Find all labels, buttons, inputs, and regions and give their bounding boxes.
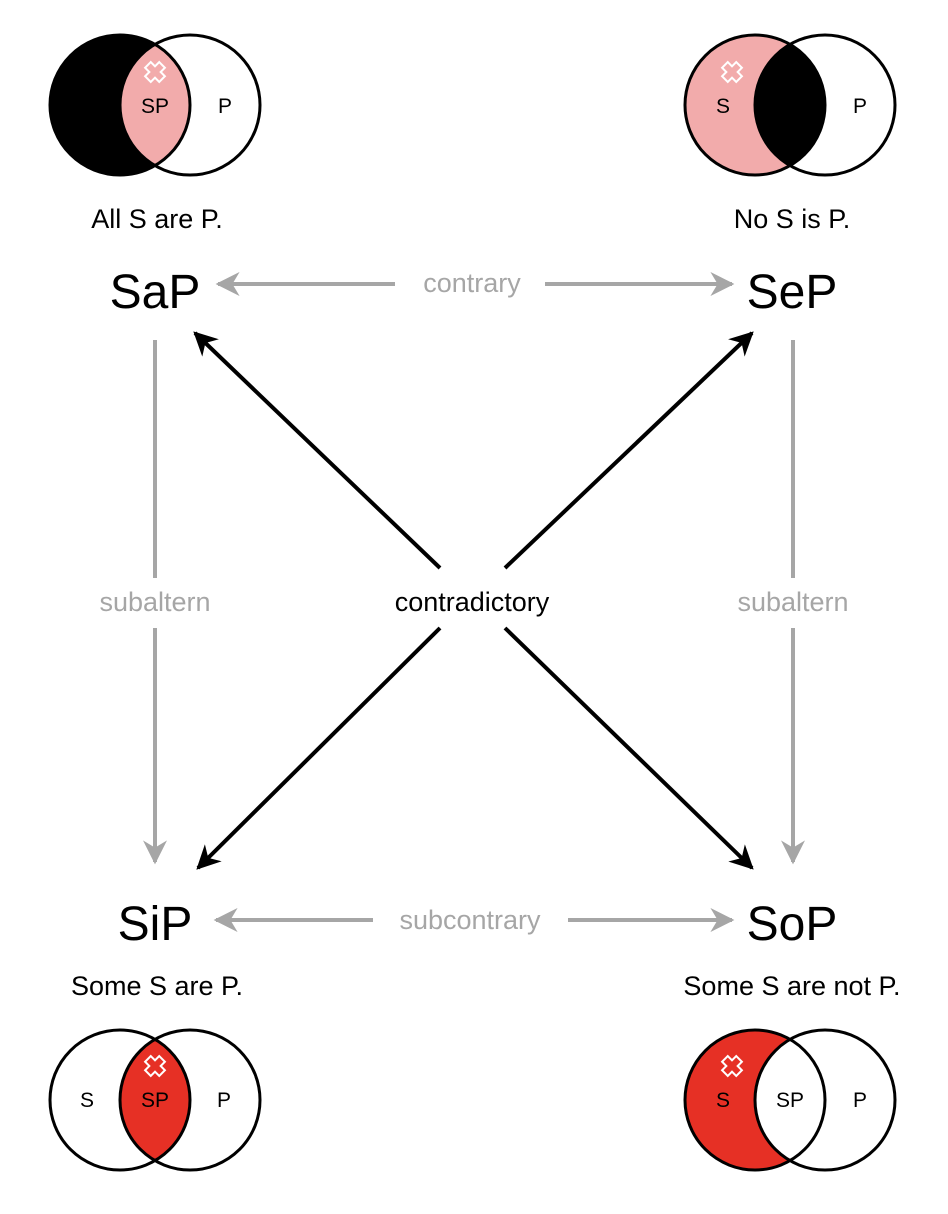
formula-sip: SiP	[118, 898, 193, 951]
statement-a: All S are P.	[91, 204, 223, 234]
formula-sop: SoP	[747, 898, 838, 951]
venn-e-overlap-region	[755, 35, 825, 175]
venn-i-label-left: S	[80, 1089, 94, 1112]
contradictory-arrow-to-sep	[503, 331, 754, 570]
venn-diagram-i: S SP P	[48, 1028, 262, 1172]
formula-sep: SeP	[747, 266, 838, 319]
venn-a-circle-s	[48, 33, 192, 177]
venn-o-label-right: P	[853, 1089, 867, 1112]
venn-i-circle-s	[48, 1028, 192, 1172]
venn-diagram-a: SP P	[48, 33, 262, 177]
venn-o-overlap-region	[755, 1030, 825, 1170]
relation-subcontrary-label: subcontrary	[399, 905, 541, 935]
venn-i-overlap-region	[120, 1030, 190, 1170]
relation-subaltern-right-label: subaltern	[737, 587, 848, 617]
statement-o: Some S are not P.	[683, 971, 900, 1001]
venn-a-label-right: P	[218, 95, 232, 118]
venn-diagram-o: S SP P	[683, 1028, 897, 1172]
venn-diagram-e: S P	[683, 33, 897, 177]
venn-i-circle-p	[118, 1028, 262, 1172]
venn-e-circle-p	[753, 33, 897, 177]
statement-e: No S is P.	[734, 204, 851, 234]
venn-e-label-left: S	[716, 95, 730, 118]
venn-i-label-middle: SP	[141, 1089, 169, 1112]
venn-a-circle-p	[118, 33, 262, 177]
venn-o-circle-p	[753, 1028, 897, 1172]
venn-a-label-middle: SP	[141, 95, 169, 118]
formula-sap: SaP	[110, 266, 201, 319]
contradictory-arrow-to-sop	[503, 626, 754, 870]
relation-contrary-label: contrary	[423, 268, 521, 298]
contradictory-arrow-to-sap	[193, 331, 442, 570]
venn-o-label-middle: SP	[776, 1089, 804, 1112]
statement-i: Some S are P.	[71, 971, 243, 1001]
venn-o-circle-s	[683, 1028, 827, 1172]
venn-e-circle-s	[683, 33, 827, 177]
venn-e-label-right: P	[853, 95, 867, 118]
venn-a-overlap-region	[120, 35, 190, 175]
venn-o-label-left: S	[716, 1089, 730, 1112]
venn-i-label-right: P	[217, 1089, 231, 1112]
contradictory-arrow-to-sip	[196, 626, 442, 870]
relation-subaltern-left-label: subaltern	[99, 587, 210, 617]
relation-contradictory-label: contradictory	[395, 587, 550, 617]
